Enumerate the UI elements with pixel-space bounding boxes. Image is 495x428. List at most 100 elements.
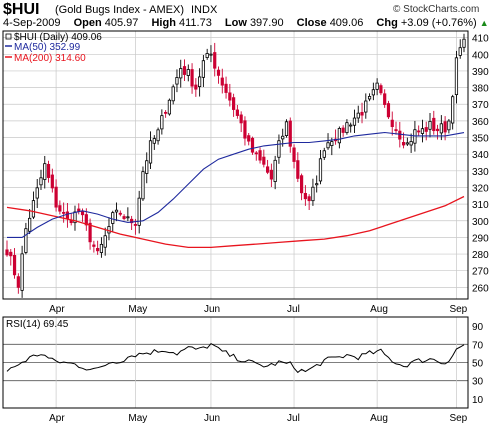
rsi-x-axis: Apr May Jun Jul Aug Sep (49, 413, 468, 424)
candle (54, 179, 58, 212)
rsi-y-tick-label: 90 (472, 322, 484, 333)
candle-body (103, 235, 107, 248)
symbol-title: $HUI (3, 1, 40, 18)
candle-body (130, 218, 134, 224)
price-y-tick-label: 310 (472, 200, 489, 211)
candle-body (88, 222, 92, 243)
candle-body (111, 212, 115, 224)
candle (111, 210, 115, 232)
candle-body (167, 99, 172, 115)
candle (352, 109, 357, 133)
candle-body (341, 127, 345, 133)
candle (341, 125, 345, 137)
price-x-axis: Apr May Jun Jul Aug Sep (49, 304, 468, 315)
candle-body (137, 197, 141, 226)
candle-body (99, 243, 104, 253)
candle-body (318, 158, 323, 182)
candle-body (62, 211, 66, 214)
candle (224, 76, 228, 99)
rsi-x-tick-label: Jun (204, 413, 220, 424)
candle (126, 207, 130, 222)
candle (77, 203, 81, 215)
candle (46, 160, 51, 183)
change-label: Chg (376, 17, 398, 29)
candle-body (262, 156, 266, 165)
candle-body (24, 228, 28, 253)
candle-body (77, 208, 81, 212)
price-y-axis: 260 270 280 290 300 310 320 330 340 350 360 370 380 3… (472, 34, 489, 295)
candle-body (288, 120, 292, 147)
candle (405, 137, 409, 146)
candle (156, 127, 160, 145)
candle-body (371, 89, 375, 96)
candle-body (145, 160, 149, 174)
candle (201, 54, 205, 87)
candle (99, 237, 104, 258)
price-x-tick-label: Jun (204, 304, 220, 315)
candle-body (54, 186, 58, 208)
candle-body (247, 135, 251, 142)
candle (356, 105, 360, 123)
up-arrow-icon: ▲ (479, 18, 489, 28)
candle-body (299, 175, 304, 194)
candle (428, 112, 432, 138)
price-y-tick-label: 330 (472, 167, 489, 178)
candle (216, 66, 221, 84)
candle-body (243, 120, 247, 139)
candle (145, 152, 149, 184)
candle (315, 175, 319, 193)
open-value: 405.97 (104, 17, 139, 29)
candle-body (92, 244, 96, 247)
candle-body (190, 69, 194, 87)
candle (137, 190, 141, 234)
candle-body (148, 140, 153, 164)
candle-body (133, 224, 138, 226)
candle (318, 149, 323, 185)
price-y-tick-label: 260 (472, 283, 489, 294)
candle (96, 240, 100, 255)
candle-body (269, 169, 273, 180)
candle-body (43, 163, 47, 180)
price-y-tick-label: 370 (472, 100, 489, 111)
candle-body (383, 93, 387, 105)
candle (417, 125, 421, 136)
candle (103, 227, 107, 256)
candle (284, 119, 289, 138)
candle (307, 194, 311, 211)
candle-body (281, 135, 285, 140)
candle-body (175, 77, 179, 85)
price-y-tick-label: 280 (472, 250, 489, 261)
candle (179, 59, 183, 88)
candle (266, 159, 270, 175)
candle (292, 144, 296, 169)
rsi-y-tick-label: 50 (472, 359, 484, 370)
candle-body (462, 38, 466, 48)
candle-body (375, 82, 379, 90)
candle (330, 137, 334, 156)
candle-body (296, 160, 300, 179)
candle (118, 210, 122, 217)
candle-body (201, 60, 205, 78)
rsi-x-tick-label: Aug (370, 413, 388, 424)
close-label: Close (296, 17, 327, 29)
candle (16, 273, 20, 294)
price-x-tick-label: May (128, 304, 147, 315)
candle-body (451, 96, 455, 124)
candle (62, 202, 66, 223)
candle (35, 178, 39, 209)
index-name: (Gold Bugs Index - AMEX) (55, 4, 184, 16)
low-value: 397.90 (249, 17, 284, 29)
candle-body (337, 128, 341, 144)
rsi-y-tick-label: 70 (472, 340, 484, 351)
candle (296, 152, 300, 183)
candle-body (398, 130, 402, 140)
candle (194, 78, 198, 97)
candle (92, 240, 96, 253)
candle-body (292, 147, 296, 162)
candle-body (80, 211, 85, 216)
candle (205, 48, 209, 60)
candle (232, 93, 236, 117)
candle-body (364, 100, 368, 113)
candle (39, 169, 43, 190)
rsi-legend-label: RSI(14) 69.45 (6, 319, 69, 330)
